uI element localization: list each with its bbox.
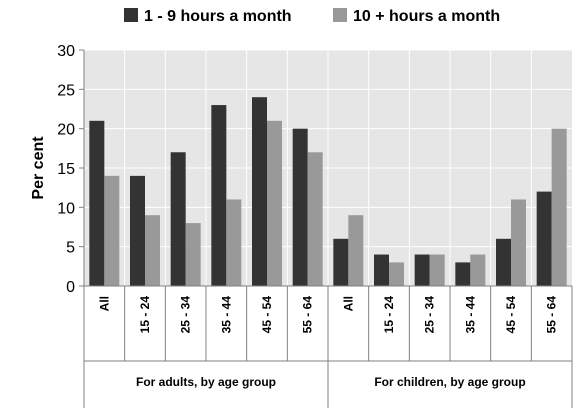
bar-series-1 (333, 238, 349, 286)
group-label: For children, by age group (374, 375, 525, 389)
x-tick-label: 45 - 54 (260, 296, 274, 334)
y-tick-label: 0 (66, 279, 75, 296)
bar-series-2 (551, 128, 567, 286)
y-axis: 0 5 10 15 20 25 30 (57, 43, 85, 296)
bar-series-1 (496, 238, 511, 286)
x-tick-label: 35 - 44 (219, 296, 233, 334)
y-tick-label: 20 (57, 122, 75, 139)
bar-series-2 (511, 199, 526, 286)
bar-series-1 (414, 254, 430, 286)
y-tick-label: 10 (57, 200, 75, 217)
bars (89, 97, 567, 286)
bar-series-2 (104, 175, 120, 286)
legend-swatch (333, 8, 347, 22)
bar-series-2 (307, 152, 323, 286)
x-tick-label: 15 - 24 (382, 296, 396, 334)
x-tick-label: 45 - 54 (504, 296, 518, 334)
bar-series-1 (89, 120, 105, 286)
bar-series-2 (185, 223, 201, 286)
legend: 1 - 9 hours a month 10 + hours a month (124, 8, 500, 25)
gridlines (84, 49, 572, 286)
x-tick-label: 35 - 44 (463, 296, 477, 334)
bar-series-2 (226, 199, 242, 286)
x-axis: All 15 - 24 25 - 34 35 - 44 45 - 54 55 - 64 Al… (83, 285, 573, 408)
bar-series-2 (348, 215, 364, 286)
x-tick-label: 25 - 34 (423, 296, 437, 334)
legend-label: 10 + hours a month (353, 8, 500, 25)
bar-series-1 (130, 175, 145, 286)
y-axis-label: Per cent (30, 136, 47, 200)
bar-series-1 (292, 128, 308, 286)
bar-series-1 (211, 105, 227, 286)
x-tick-label: All (341, 296, 355, 311)
x-tick-label: 25 - 34 (179, 296, 193, 334)
bar-series-2 (267, 120, 282, 286)
x-tick-label: 55 - 64 (545, 296, 559, 334)
group-label: For adults, by age group (136, 375, 276, 389)
x-tick-label: All (97, 296, 111, 311)
bar-series-2 (389, 262, 404, 286)
y-tick-label: 30 (57, 43, 75, 60)
x-tick-label: 55 - 64 (301, 296, 315, 334)
bar-series-1 (536, 191, 552, 286)
bar-series-1 (374, 254, 389, 286)
y-tick-label: 25 (57, 82, 75, 99)
y-tick-label: 15 (57, 161, 75, 178)
x-tick-label: 15 - 24 (138, 296, 152, 334)
legend-swatch (124, 8, 138, 22)
bar-series-2 (470, 254, 486, 286)
bar-series-1 (170, 152, 186, 286)
bar-series-1 (455, 262, 471, 286)
bar-series-2 (429, 254, 445, 286)
y-tick-label: 5 (66, 240, 75, 257)
legend-label: 1 - 9 hours a month (144, 8, 292, 25)
bar-series-2 (145, 215, 160, 286)
bar-series-1 (252, 97, 267, 286)
